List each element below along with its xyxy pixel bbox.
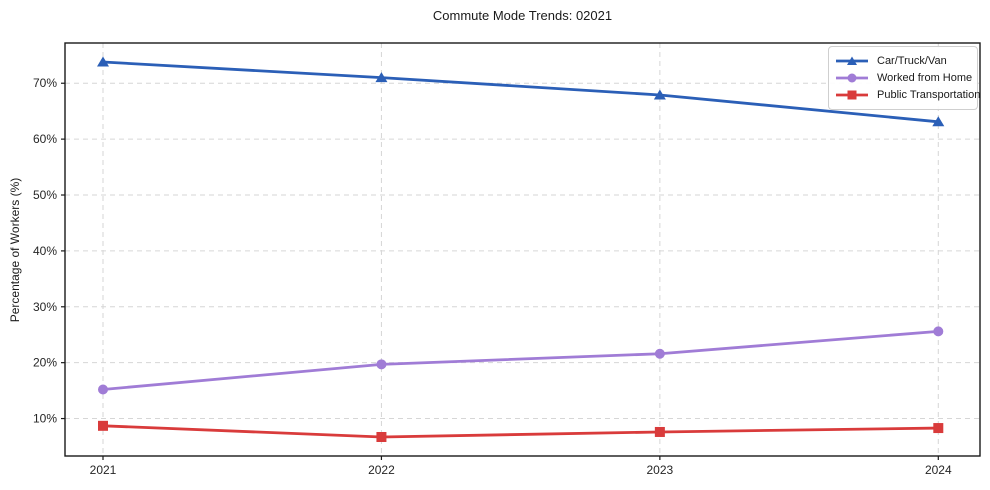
data-point-triangle — [375, 72, 388, 83]
data-point-circle — [376, 359, 387, 370]
legend-item: Public Transportation — [835, 87, 980, 103]
series-line-public-transportation — [101, 424, 940, 439]
data-point-triangle — [97, 56, 109, 67]
data-point-triangle — [653, 89, 666, 100]
y-tick-label: 50% — [33, 188, 57, 202]
legend-item: Worked from Home — [835, 70, 973, 86]
data-point-square — [933, 423, 944, 434]
axis-spines — [64, 42, 981, 457]
data-point-circle — [98, 384, 108, 395]
x-tick-label: 2022 — [368, 463, 395, 477]
data-point-circle — [654, 348, 665, 359]
y-tick-label: 30% — [33, 300, 57, 314]
legend-label: Public Transportation — [877, 89, 981, 101]
data-point-square — [98, 420, 108, 431]
legend-sample-circle-icon — [836, 73, 868, 83]
legend-label: Car/Truck/Van — [877, 55, 947, 67]
y-tick-label: 70% — [33, 76, 57, 90]
x-tick-label: 2021 — [90, 463, 117, 477]
data-point-square — [654, 426, 665, 437]
legend: Car/Truck/Van Worked from Home Public Tran… — [828, 46, 980, 110]
x-tick-label: 2024 — [925, 463, 952, 477]
data-point-square — [376, 431, 387, 442]
legend-sample-square-icon — [836, 90, 868, 100]
series-line-worked-from-home — [101, 329, 940, 391]
y-tick-label: 40% — [33, 244, 57, 258]
legend-item: Car/Truck/Van — [835, 53, 969, 69]
series-line-car-truck-van — [101, 60, 940, 124]
y-tick-label: 10% — [33, 412, 57, 426]
data-point-triangle — [932, 116, 945, 127]
y-tick-label: 60% — [33, 132, 57, 146]
legend-label: Worked from Home — [877, 72, 973, 84]
legend-sample-triangle-icon — [836, 56, 868, 65]
chart-title: Commute Mode Trends: 02021 — [432, 8, 613, 23]
x-tick-label: 2023 — [647, 463, 674, 477]
y-tick-label: 20% — [33, 356, 57, 370]
data-point-circle — [933, 326, 944, 337]
